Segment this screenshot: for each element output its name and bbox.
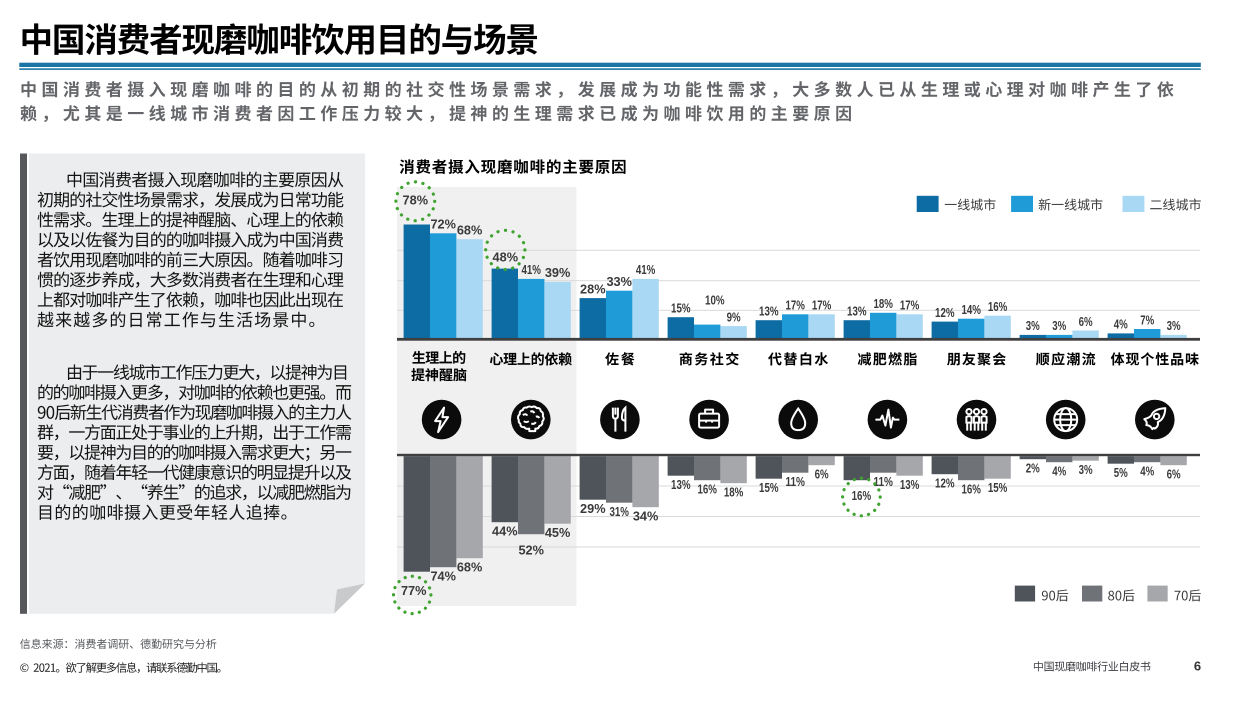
svg-text:52%: 52% <box>518 543 544 558</box>
svg-text:13%: 13% <box>847 304 867 319</box>
svg-text:77%: 77% <box>401 583 427 598</box>
svg-text:5%: 5% <box>1114 465 1128 480</box>
svg-text:31%: 31% <box>609 504 629 519</box>
svg-text:18%: 18% <box>724 485 744 500</box>
svg-text:13%: 13% <box>759 304 779 319</box>
svg-text:15%: 15% <box>671 301 691 316</box>
svg-text:34%: 34% <box>633 509 659 524</box>
svg-text:2%: 2% <box>1026 461 1040 476</box>
svg-text:16%: 16% <box>988 299 1008 314</box>
svg-text:13%: 13% <box>900 477 920 492</box>
svg-text:39%: 39% <box>545 265 571 280</box>
svg-text:15%: 15% <box>988 480 1008 495</box>
svg-text:72%: 72% <box>430 217 456 232</box>
svg-text:11%: 11% <box>873 474 893 489</box>
svg-text:6%: 6% <box>1079 314 1093 329</box>
svg-text:28%: 28% <box>580 281 606 296</box>
svg-text:11%: 11% <box>785 474 805 489</box>
svg-text:41%: 41% <box>636 262 656 277</box>
svg-text:74%: 74% <box>430 569 456 584</box>
svg-text:16%: 16% <box>961 482 981 497</box>
svg-text:7%: 7% <box>1140 312 1154 327</box>
svg-text:45%: 45% <box>545 525 571 540</box>
svg-text:29%: 29% <box>580 501 606 516</box>
svg-text:6: 6 <box>1194 659 1201 674</box>
svg-text:16%: 16% <box>697 482 717 497</box>
svg-text:16%: 16% <box>852 488 872 503</box>
svg-text:3%: 3% <box>1026 318 1040 333</box>
svg-text:6%: 6% <box>815 467 829 482</box>
svg-text:3%: 3% <box>1052 318 1066 333</box>
svg-text:48%: 48% <box>493 249 519 264</box>
svg-text:68%: 68% <box>457 223 483 238</box>
svg-text:9%: 9% <box>727 309 741 324</box>
svg-text:78%: 78% <box>403 192 429 207</box>
svg-text:13%: 13% <box>671 477 691 492</box>
svg-text:6%: 6% <box>1167 467 1181 482</box>
svg-text:12%: 12% <box>935 305 955 320</box>
svg-text:14%: 14% <box>961 302 981 317</box>
svg-text:68%: 68% <box>457 560 483 575</box>
svg-text:33%: 33% <box>606 274 632 289</box>
svg-text:17%: 17% <box>785 298 805 313</box>
svg-text:41%: 41% <box>521 262 541 277</box>
svg-text:4%: 4% <box>1140 464 1154 479</box>
svg-text:17%: 17% <box>900 298 920 313</box>
svg-text:44%: 44% <box>492 524 518 539</box>
svg-text:3%: 3% <box>1167 318 1181 333</box>
svg-text:3%: 3% <box>1079 462 1093 477</box>
svg-text:17%: 17% <box>812 298 832 313</box>
svg-text:4%: 4% <box>1052 464 1066 479</box>
svg-text:12%: 12% <box>935 476 955 491</box>
svg-text:18%: 18% <box>873 296 893 311</box>
svg-text:15%: 15% <box>759 480 779 495</box>
svg-text:4%: 4% <box>1114 317 1128 332</box>
svg-text:10%: 10% <box>705 292 725 307</box>
